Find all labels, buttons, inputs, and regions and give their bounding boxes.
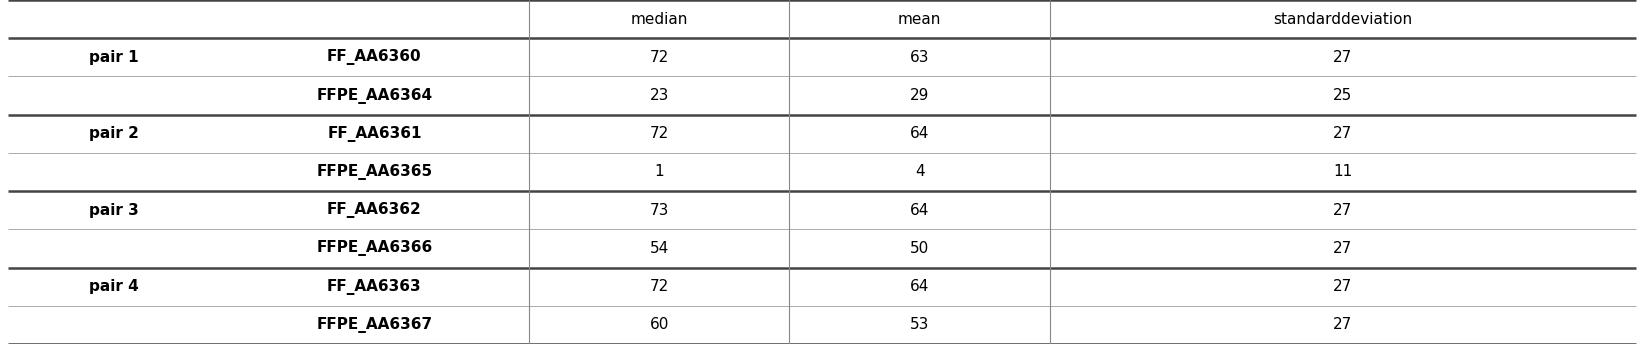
Text: 64: 64: [911, 279, 929, 294]
Text: standarddeviation: standarddeviation: [1272, 12, 1412, 26]
Text: 63: 63: [909, 50, 929, 65]
Text: 54: 54: [649, 241, 669, 256]
Text: pair 3: pair 3: [89, 203, 138, 218]
Text: mean: mean: [898, 12, 942, 26]
Text: 64: 64: [911, 126, 929, 141]
Text: 27: 27: [1333, 241, 1353, 256]
Text: pair 4: pair 4: [89, 279, 138, 294]
Text: 50: 50: [911, 241, 929, 256]
Text: 72: 72: [649, 279, 669, 294]
Text: FF_AA6361: FF_AA6361: [327, 126, 421, 142]
Text: 27: 27: [1333, 126, 1353, 141]
Text: FFPE_AA6367: FFPE_AA6367: [316, 317, 432, 333]
Text: 64: 64: [911, 203, 929, 218]
Text: pair 1: pair 1: [89, 50, 138, 65]
Text: FF_AA6363: FF_AA6363: [327, 279, 423, 295]
Text: median: median: [631, 12, 687, 26]
Text: 27: 27: [1333, 279, 1353, 294]
Text: 11: 11: [1333, 164, 1353, 180]
Text: 72: 72: [649, 126, 669, 141]
Text: FFPE_AA6366: FFPE_AA6366: [316, 240, 432, 256]
Text: 25: 25: [1333, 88, 1353, 103]
Text: 27: 27: [1333, 318, 1353, 332]
Text: FF_AA6360: FF_AA6360: [327, 49, 423, 65]
Text: 53: 53: [911, 318, 929, 332]
Text: 4: 4: [914, 164, 924, 180]
Text: FF_AA6362: FF_AA6362: [327, 202, 423, 218]
Text: 23: 23: [649, 88, 669, 103]
Text: 1: 1: [654, 164, 664, 180]
Text: 27: 27: [1333, 50, 1353, 65]
Text: 72: 72: [649, 50, 669, 65]
Text: 73: 73: [649, 203, 669, 218]
Text: 60: 60: [649, 318, 669, 332]
Text: 27: 27: [1333, 203, 1353, 218]
Text: FFPE_AA6364: FFPE_AA6364: [316, 88, 432, 104]
Text: 29: 29: [911, 88, 929, 103]
Text: pair 2: pair 2: [89, 126, 140, 141]
Text: FFPE_AA6365: FFPE_AA6365: [316, 164, 432, 180]
